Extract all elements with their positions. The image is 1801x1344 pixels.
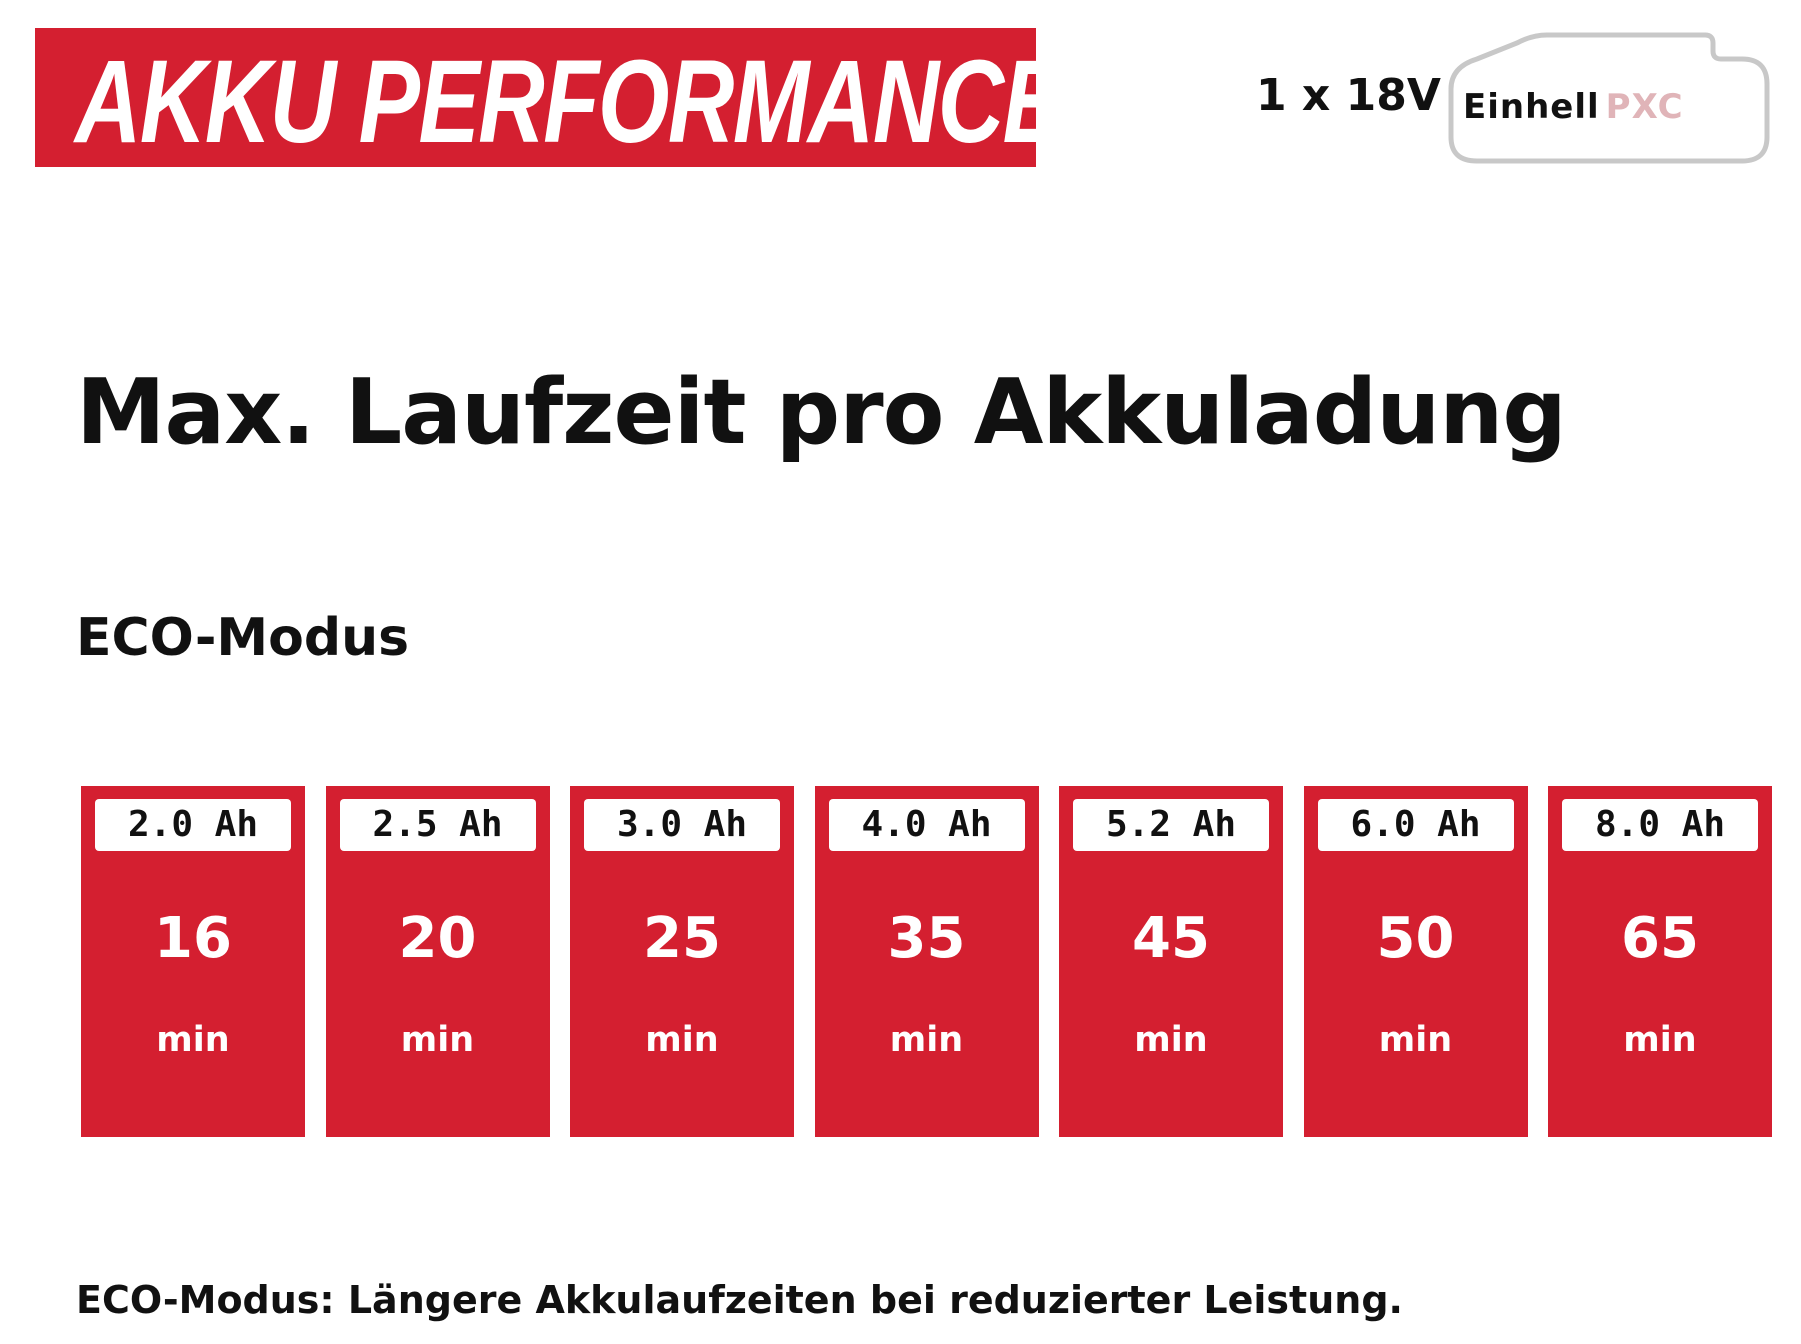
logo-text: Einhell PXC: [1463, 87, 1684, 127]
logo-suffix: PXC: [1605, 87, 1684, 127]
capacity-label: 3.0 Ah: [584, 799, 780, 851]
runtime-card: 2.0 Ah 16 min: [81, 786, 305, 1137]
footnote: ECO-Modus: Längere Akkulaufzeiten bei re…: [76, 1278, 1403, 1322]
runtime-card: 8.0 Ah 65 min: [1548, 786, 1772, 1137]
capacity-label: 2.0 Ah: [95, 799, 291, 851]
voltage: 1 x 18V: [1256, 70, 1441, 121]
banner-title: AKKU PERFORMANCE: [75, 36, 1036, 167]
logo-brand: Einhell: [1463, 87, 1600, 127]
capacity-label: 8.0 Ah: [1562, 799, 1758, 851]
logo-outline: [1448, 32, 1770, 164]
runtime-value: 35: [887, 906, 966, 971]
runtime-card: 4.0 Ah 35 min: [814, 786, 1039, 1137]
logo: Einhell PXC: [1437, 29, 1772, 167]
runtime-unit: min: [889, 1020, 964, 1060]
runtime-value: 25: [643, 906, 721, 971]
capacity-label: 4.0 Ah: [828, 799, 1025, 851]
runtime-card: 3.0 Ah 25 min: [570, 786, 794, 1137]
runtime-card: 2.5 Ah 20 min: [325, 786, 550, 1137]
capacity-label: 6.0 Ah: [1317, 799, 1514, 851]
capacity-label: 2.5 Ah: [339, 799, 536, 851]
runtime-unit: min: [1378, 1020, 1453, 1060]
mode-label: ECO-Modus: [76, 608, 410, 668]
runtime-unit: min: [156, 1020, 230, 1060]
runtime-unit: min: [1623, 1020, 1697, 1060]
banner: AKKU PERFORMANCE: [35, 28, 1036, 167]
runtime-card: 6.0 Ah 50 min: [1303, 786, 1528, 1137]
runtime-unit: min: [400, 1020, 475, 1060]
heading: Max. Laufzeit pro Akkuladung: [76, 360, 1567, 465]
runtime-value: 16: [154, 906, 232, 971]
runtime-value: 20: [398, 906, 477, 971]
runtime-value: 50: [1376, 906, 1455, 971]
runtime-card: 5.2 Ah 45 min: [1059, 786, 1283, 1137]
runtime-value: 65: [1621, 906, 1699, 971]
runtime-value: 45: [1132, 906, 1210, 971]
runtime-unit: min: [645, 1020, 719, 1060]
runtime-unit: min: [1134, 1020, 1208, 1060]
capacity-label: 5.2 Ah: [1073, 799, 1269, 851]
